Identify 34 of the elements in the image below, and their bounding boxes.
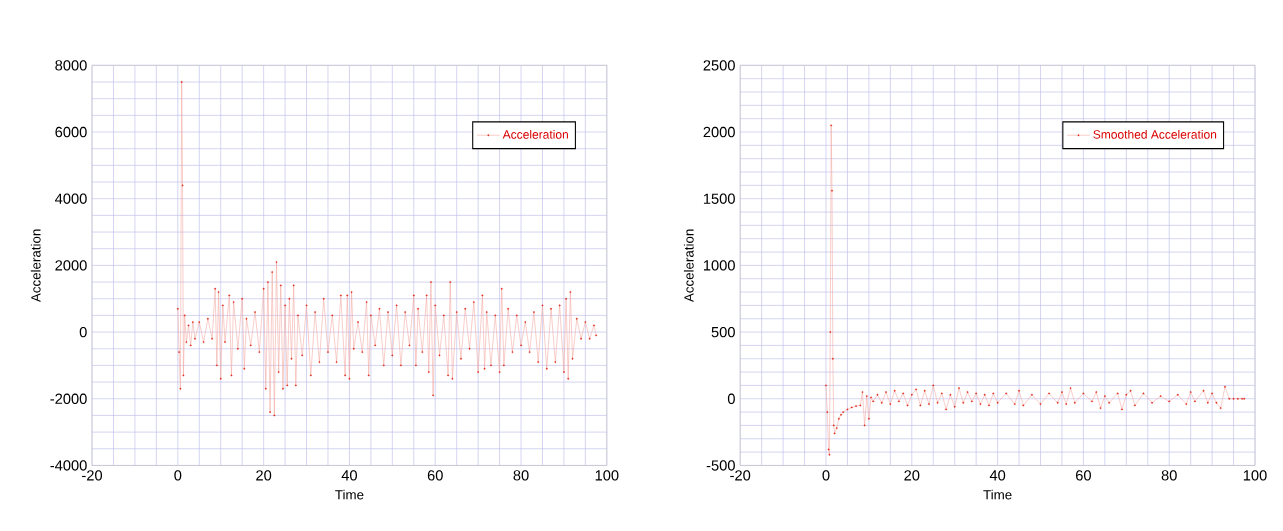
y-tick-label: 1500 bbox=[703, 193, 735, 204]
y-tick-label: 2000 bbox=[703, 126, 735, 138]
x-tick-label: 0 bbox=[174, 470, 182, 481]
x-tick-label: 20 bbox=[256, 470, 272, 481]
x-tick-label: 40 bbox=[341, 470, 357, 481]
x-tick-label: 80 bbox=[513, 470, 529, 481]
y-tick-label: 2500 bbox=[703, 60, 735, 71]
y-axis-title: Acceleration bbox=[683, 229, 694, 303]
y-tick-label: -500 bbox=[706, 460, 735, 471]
y-tick-label: 1000 bbox=[703, 260, 735, 271]
y-tick-label: 500 bbox=[711, 326, 735, 338]
y-axis-title: Acceleration bbox=[30, 229, 41, 303]
x-tick-label: -20 bbox=[82, 470, 103, 481]
y-tick-label: -2000 bbox=[50, 393, 87, 405]
x-tick-label: -20 bbox=[730, 470, 751, 481]
y-tick-label: 2000 bbox=[55, 260, 87, 271]
y-tick-label: 8000 bbox=[55, 60, 87, 71]
x-tick-label: 60 bbox=[1075, 470, 1091, 481]
x-tick-label: 100 bbox=[595, 470, 619, 481]
x-tick-label: 60 bbox=[427, 470, 443, 481]
y-tick-label: 4000 bbox=[55, 193, 87, 204]
x-tick-label: 100 bbox=[1243, 470, 1267, 481]
y-tick-label: -4000 bbox=[50, 460, 87, 471]
x-axis-title: Time bbox=[983, 489, 1012, 500]
x-tick-label: 0 bbox=[822, 470, 830, 481]
x-tick-label: 80 bbox=[1161, 470, 1177, 481]
legend-label: Smoothed Acceleration bbox=[1093, 129, 1217, 139]
x-tick-label: 20 bbox=[904, 470, 920, 481]
legend-label: Acceleration bbox=[502, 129, 568, 139]
x-tick-label: 40 bbox=[989, 470, 1006, 481]
y-tick-label: 0 bbox=[727, 393, 735, 405]
x-axis-title: Time bbox=[335, 489, 364, 500]
y-tick-label: 0 bbox=[79, 326, 87, 338]
y-tick-label: 6000 bbox=[55, 126, 87, 138]
